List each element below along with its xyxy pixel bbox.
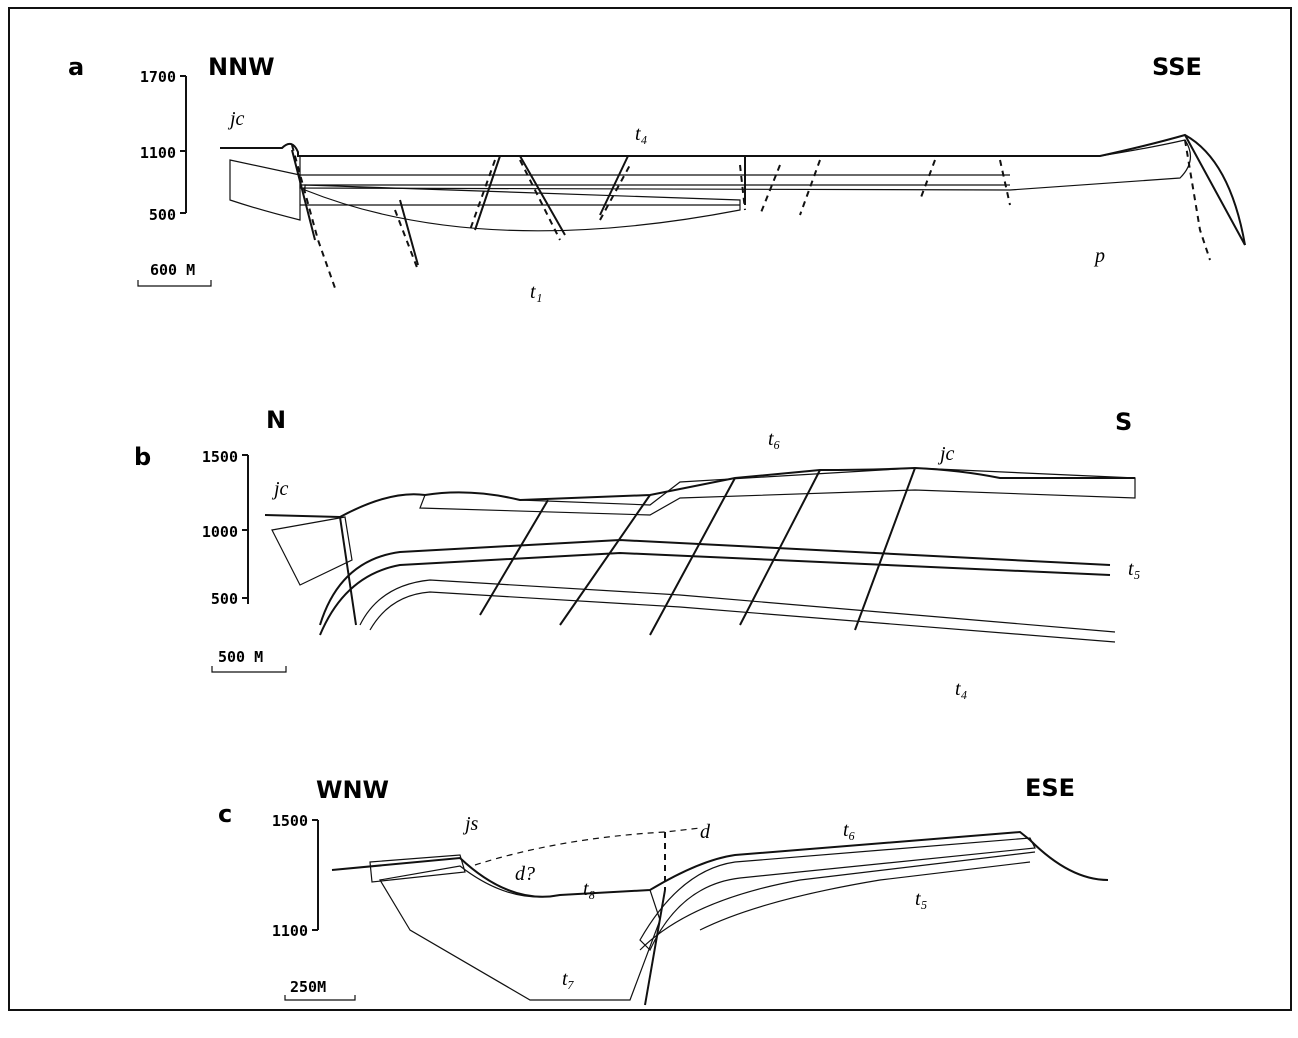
ground-surface — [331, 830, 1109, 898]
unit-label: d — [700, 821, 711, 843]
elevation: 500 — [149, 206, 176, 224]
right-direction: ESE — [1025, 774, 1075, 802]
scale-bar — [284, 995, 356, 1001]
left-direction: WNW — [316, 776, 389, 804]
elevation: 500 — [211, 590, 238, 608]
scale-label: 250M — [290, 978, 326, 996]
fault — [291, 134, 1246, 266]
strata-boundary — [300, 174, 1010, 206]
ground-surface — [220, 133, 1246, 246]
jurassic-block — [369, 854, 466, 883]
section-b: b N S 1500 1000 500 500 M jc t₆ jc t₅ t₄ — [134, 406, 1141, 700]
scale-bar — [137, 280, 212, 287]
left-direction: NNW — [208, 53, 275, 81]
t6-layer — [639, 837, 1036, 952]
unit-label: jc — [937, 443, 955, 465]
unit-label: t₆ — [843, 819, 856, 841]
strata-boundary — [639, 851, 1036, 951]
elevation: 1000 — [202, 523, 238, 541]
unit-label: js — [462, 813, 479, 835]
unit-label: d? — [515, 863, 535, 885]
elevation: 1500 — [202, 448, 238, 466]
fault — [339, 467, 916, 636]
elevation: 1700 — [140, 68, 176, 86]
section-a: a NNW SSE 1700 1100 500 600 M jc t₄ t₁ p — [68, 53, 1246, 303]
right-direction: SSE — [1152, 53, 1202, 81]
fault — [644, 889, 666, 1006]
unit-label: t₆ — [768, 428, 781, 450]
unit-label: t₇ — [562, 968, 575, 990]
unit-label: t₁ — [530, 281, 543, 303]
elevation: 1500 — [272, 812, 308, 830]
t7-marl — [379, 865, 661, 1001]
panel-letter: c — [218, 800, 232, 828]
section-c: c WNW ESE 1500 1100 250M js d d? t₈ t₆ t… — [218, 774, 1109, 1006]
unit-label: t₅ — [1128, 558, 1141, 580]
fault — [291, 139, 1211, 289]
right-direction: S — [1115, 408, 1132, 436]
panel-letter: b — [134, 443, 151, 471]
unit-label: p — [1093, 245, 1105, 267]
unit-label: jc — [227, 108, 245, 130]
t4-layer — [359, 579, 1116, 643]
elevation: 1100 — [140, 144, 176, 162]
elevation: 1100 — [272, 922, 308, 940]
elevation-axis — [242, 454, 249, 604]
ground-surface — [264, 466, 1135, 519]
unit-label: t₄ — [635, 123, 648, 145]
basement — [300, 175, 1241, 300]
jurassic-block — [271, 516, 353, 586]
jurassic-block — [229, 159, 301, 221]
left-direction: N — [266, 406, 286, 434]
scale-label: 500 M — [218, 648, 263, 666]
unit-label: t₈ — [583, 878, 596, 900]
t5-layer — [319, 538, 1111, 636]
unit-label: t₅ — [915, 888, 928, 910]
elevation-axis — [312, 819, 319, 931]
unit-label: t₄ — [955, 678, 968, 700]
conglomerate — [304, 184, 741, 232]
elevation-axis — [180, 75, 187, 214]
frame — [8, 7, 1292, 1011]
unit-label: jc — [271, 478, 289, 500]
panel-letter: a — [68, 53, 84, 81]
former-surface — [474, 827, 701, 866]
scale-label: 600 M — [150, 261, 195, 279]
t6-layer — [419, 467, 1136, 516]
scale-bar — [211, 666, 287, 673]
